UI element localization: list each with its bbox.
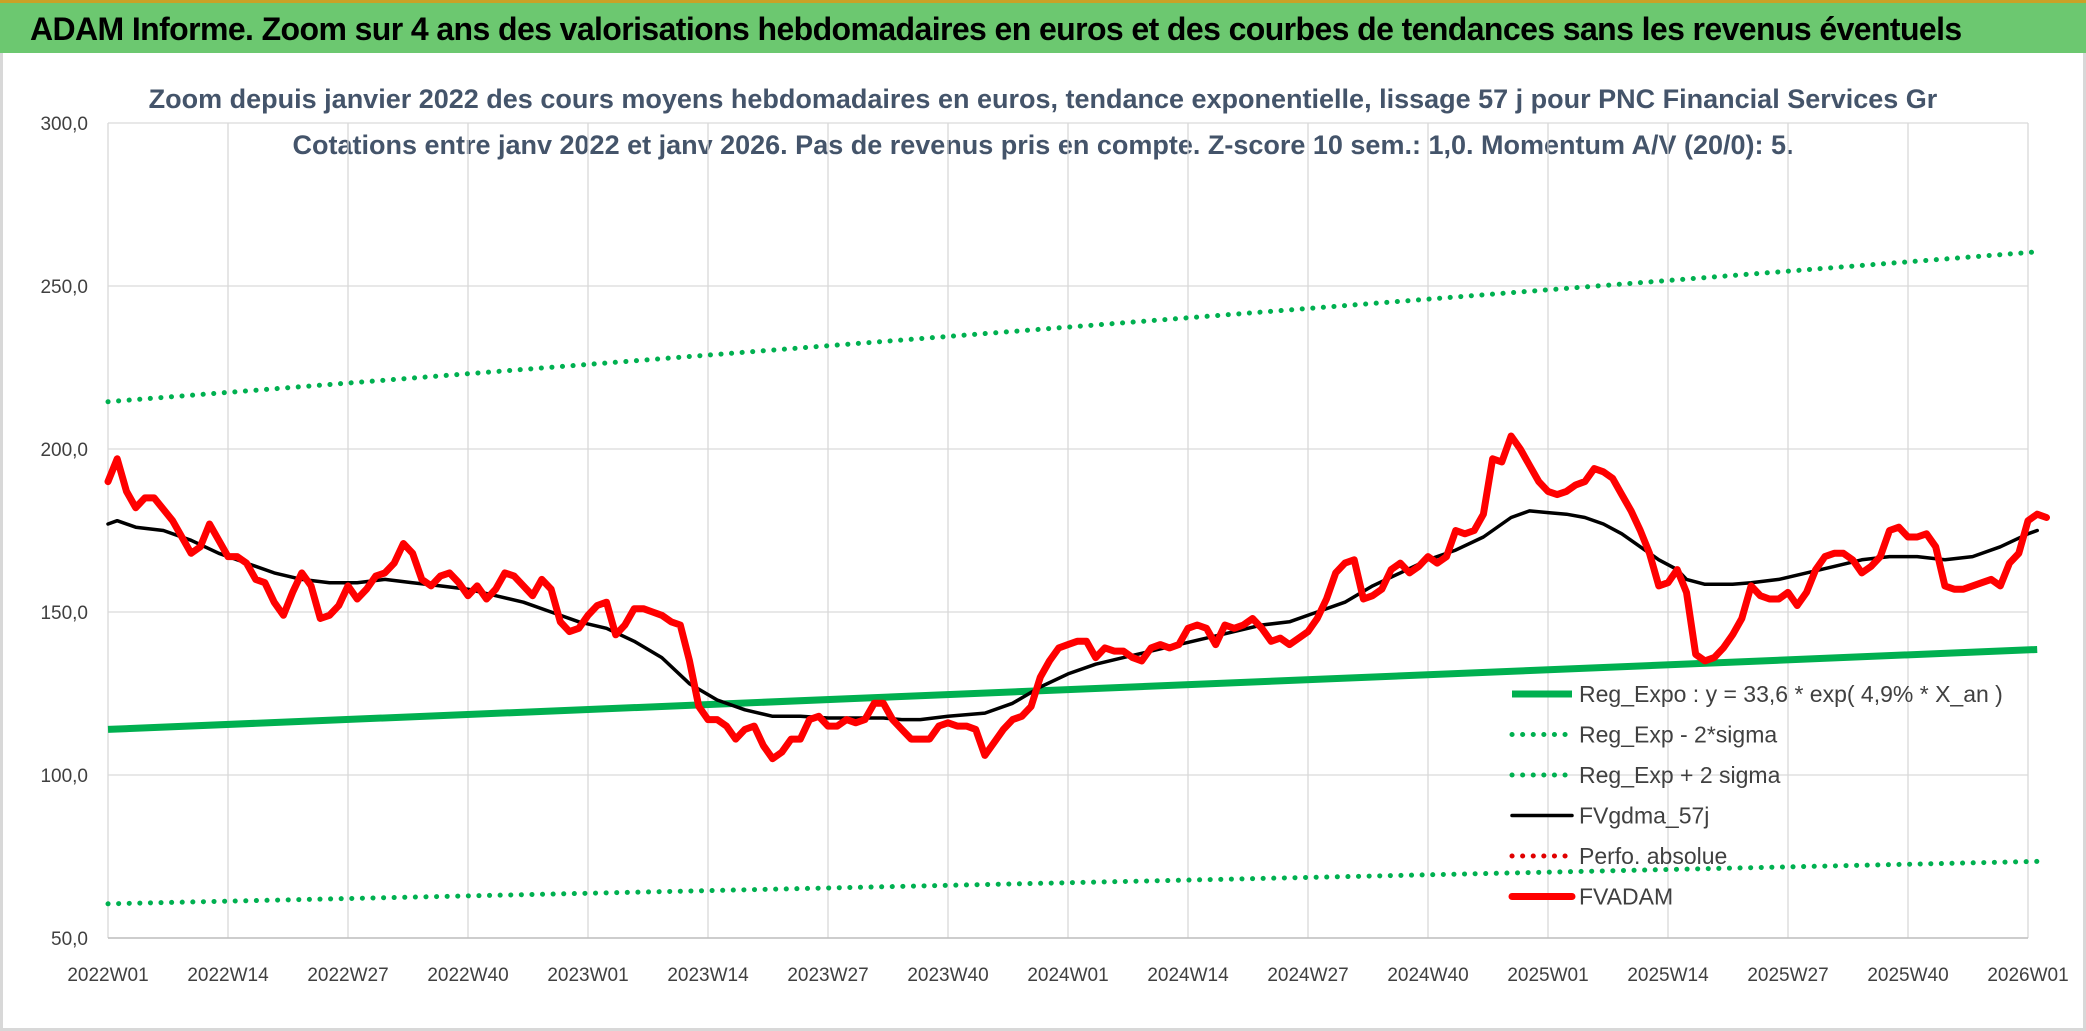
- x-tick-label: 2022W14: [187, 965, 269, 986]
- y-axis: 50,0 100,0 150,0 200,0 250,0 300,0: [40, 114, 88, 950]
- y-tick-label: 200,0: [40, 440, 88, 461]
- y-tick-label: 300,0: [40, 114, 88, 135]
- report-banner: ADAM Informe. Zoom sur 4 ans des valoris…: [0, 0, 2086, 53]
- series-line-reg-exp-2-sigma: [105, 249, 2040, 405]
- series: [104, 249, 2050, 907]
- x-tick-label: 2025W40: [1867, 965, 1948, 986]
- y-tick-label: 100,0: [40, 766, 88, 787]
- x-tick-label: 2022W40: [427, 965, 508, 986]
- x-tick-label: 2023W14: [667, 965, 749, 986]
- x-tick-label: 2023W01: [547, 965, 628, 986]
- x-axis: 2022W01 2022W14 2022W27 2022W40 2023W01 2023W…: [67, 965, 2068, 986]
- chart-frame: [0, 53, 2086, 1031]
- grid: [107, 122, 2029, 939]
- report-title: ADAM Informe. Zoom sur 4 ans des valoris…: [30, 11, 1962, 47]
- x-tick-label: 2023W40: [907, 965, 988, 986]
- x-tick-label: 2022W27: [307, 965, 388, 986]
- chart-title-line2: Cotations entre janv 2022 et janv 2026. …: [292, 130, 1793, 160]
- x-tick-label: 2025W27: [1747, 965, 1828, 986]
- y-tick-label: 150,0: [40, 603, 88, 624]
- y-tick-label: 50,0: [51, 929, 88, 950]
- x-tick-label: 2024W40: [1387, 965, 1468, 986]
- chart-title-line1: Zoom depuis janvier 2022 des cours moyen…: [149, 84, 1938, 114]
- y-tick-label: 250,0: [40, 277, 88, 298]
- legend-label: FVADAM: [1579, 884, 1673, 910]
- x-tick-label: 2024W14: [1147, 965, 1229, 986]
- x-tick-label: 2024W01: [1027, 965, 1108, 986]
- x-tick-label: 2023W27: [787, 965, 868, 986]
- legend: Reg_Expo : y = 33,6 * exp( 4,9% * X_an )…: [1508, 681, 2003, 910]
- series-line-reg-exp-2-sigma: [105, 858, 2040, 907]
- series-line-reg-expo-y-33-6-exp-4-9-x-an: [107, 646, 2038, 733]
- legend-label: Reg_Exp + 2 sigma: [1579, 762, 1781, 788]
- legend-label: Reg_Exp - 2*sigma: [1579, 722, 1777, 748]
- legend-label: Perfo. absolue: [1579, 843, 1727, 869]
- x-tick-label: 2024W27: [1267, 965, 1348, 986]
- legend-label: Reg_Expo : y = 33,6 * exp( 4,9% * X_an ): [1579, 681, 2003, 707]
- x-tick-label: 2026W01: [1987, 965, 2068, 986]
- series-line-fvadam: [104, 432, 2050, 763]
- legend-label: FVgdma_57j: [1579, 803, 1709, 829]
- x-tick-label: 2025W01: [1507, 965, 1588, 986]
- x-tick-label: 2025W14: [1627, 965, 1709, 986]
- x-tick-label: 2022W01: [67, 965, 148, 986]
